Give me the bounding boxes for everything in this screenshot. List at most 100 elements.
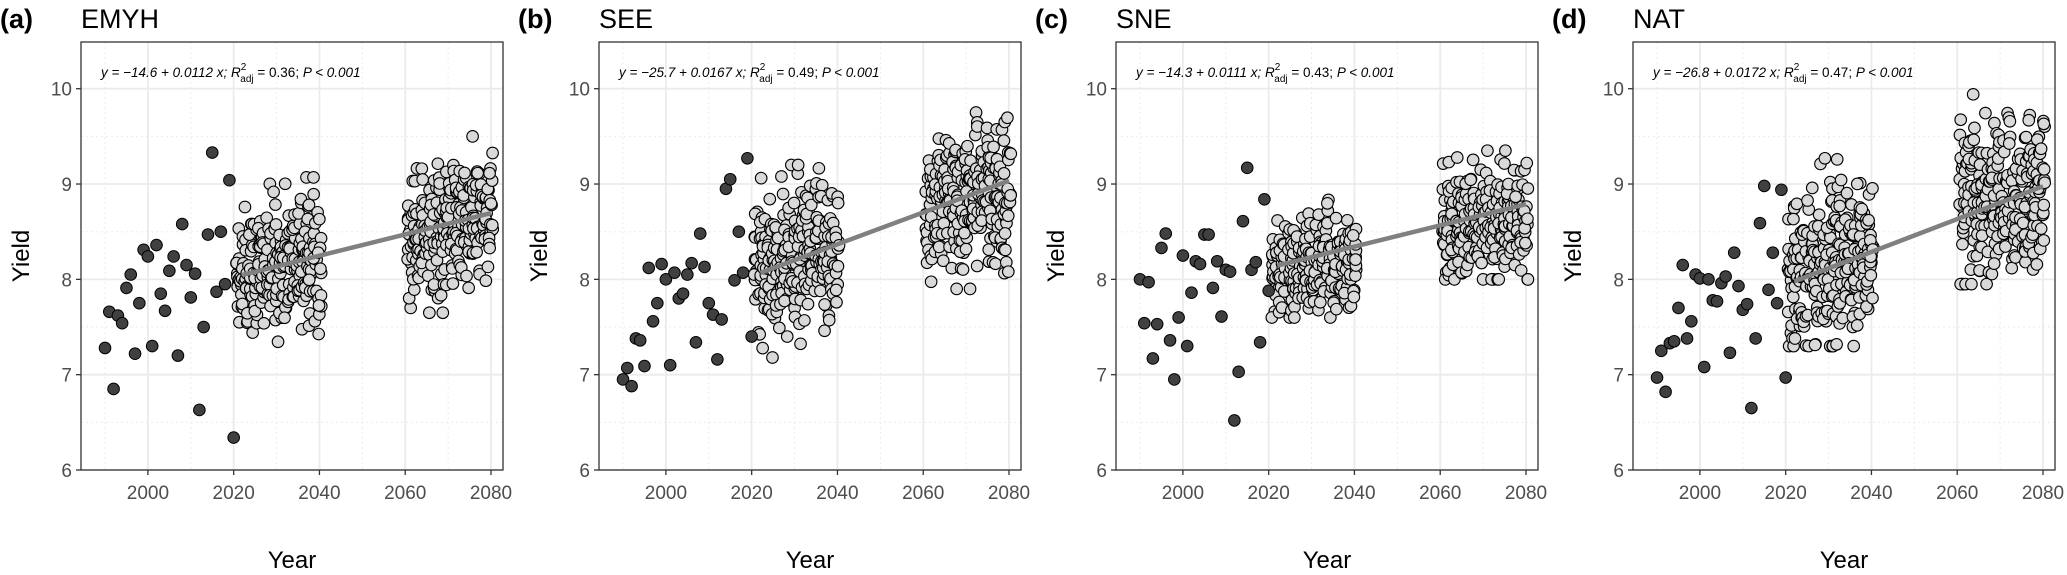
r-squared-value: = 0.49;: [773, 65, 822, 80]
projected-point: [486, 146, 499, 160]
x-tick-label: 2080: [470, 483, 512, 504]
observed-point: [728, 274, 741, 287]
panel-label: (b): [518, 4, 552, 34]
projected-point: [1830, 153, 1844, 166]
observed-point: [1172, 311, 1185, 324]
observed-point: [715, 313, 728, 326]
projected-point: [1514, 264, 1528, 277]
grid: [1116, 42, 1538, 471]
observed-point: [1150, 317, 1164, 331]
panel-label: (d): [1552, 4, 1586, 34]
projected-point: [1988, 116, 2001, 130]
observed-point: [1732, 279, 1745, 293]
projected-point: [780, 330, 794, 343]
observed-point: [732, 225, 746, 238]
projected-point: [2022, 113, 2036, 127]
observed-point: [651, 296, 664, 310]
x-tick-label: 2080: [2022, 483, 2064, 504]
observed-point: [745, 330, 758, 343]
projected-point: [794, 337, 807, 351]
observed-point: [1262, 284, 1275, 298]
y-tick-label: 9: [1096, 175, 1107, 196]
projected-point: [434, 288, 448, 302]
observed-point: [1146, 352, 1160, 365]
x-tick-label: 2060: [1936, 483, 1978, 504]
projected-point: [307, 187, 320, 201]
y-axis-title: Yield: [1043, 230, 1070, 282]
projected-point: [314, 289, 328, 302]
p-value: P < 0.001: [1337, 65, 1395, 80]
observed-point: [668, 266, 681, 279]
y-tick-label: 10: [1086, 80, 1107, 101]
observed-point: [676, 287, 690, 300]
projected-point: [1498, 157, 1511, 170]
observed-point: [1667, 335, 1681, 348]
observed-point: [210, 285, 223, 299]
observed-point: [1138, 316, 1151, 330]
observed-point: [1749, 332, 1762, 345]
observed-point: [1142, 275, 1155, 289]
r-squared-symbol: R: [231, 65, 241, 80]
observed-point: [1168, 373, 1181, 386]
observed-point: [120, 281, 133, 295]
projected-point: [2034, 222, 2048, 236]
x-tick-label: 2060: [902, 483, 944, 504]
projected-point: [484, 197, 498, 210]
projected-point: [2003, 114, 2017, 128]
projected-point: [1788, 332, 1802, 345]
observed-point: [1685, 314, 1698, 328]
observed-point: [1762, 283, 1775, 297]
projected-point: [1518, 236, 1532, 250]
observed-point: [188, 267, 202, 280]
plot-frame: [80, 41, 504, 471]
r-squared-value: = 0.47;: [1807, 65, 1856, 80]
projected-point: [1001, 209, 1015, 223]
projected-point: [1985, 267, 1999, 281]
y-tick-label: 6: [1613, 461, 1624, 482]
observed-point: [1240, 161, 1254, 175]
r-squared-symbol: R: [1784, 65, 1794, 80]
observed-points: [98, 146, 240, 444]
projected-point: [818, 324, 831, 338]
projected-point: [1805, 181, 1819, 195]
observed-point: [633, 334, 647, 347]
x-tick-label: 2080: [1505, 483, 1547, 504]
projected-point: [997, 134, 1011, 147]
x-tick-label: 2020: [1765, 483, 1807, 504]
projected-point: [1520, 156, 1534, 170]
observed-point: [663, 358, 677, 372]
projected-point: [238, 200, 252, 214]
projected-point: [1847, 339, 1861, 353]
r-squared-superscript: 2: [1275, 62, 1281, 73]
observed-point: [1232, 365, 1245, 379]
observed-point: [175, 217, 189, 231]
observed-point: [1228, 414, 1241, 427]
observed-point: [1206, 281, 1220, 295]
projected-point: [1866, 291, 1879, 305]
projected-point: [278, 311, 291, 325]
y-tick-label: 6: [1096, 461, 1107, 482]
projected-point: [822, 313, 836, 327]
y-tick-label: 8: [1613, 270, 1624, 291]
y-tick-label: 6: [61, 461, 72, 482]
projected-point: [778, 294, 791, 308]
projected-point: [1787, 212, 1800, 226]
observed-point: [218, 277, 232, 291]
projected-point: [1818, 151, 1832, 165]
projected-point: [776, 187, 790, 201]
projected-point: [1346, 229, 1360, 242]
projected-point: [1466, 153, 1480, 167]
observed-point: [1215, 310, 1228, 323]
observed-point: [128, 347, 142, 361]
observed-point: [214, 225, 228, 238]
observed-point: [1766, 246, 1780, 259]
r-squared-superscript: 2: [760, 62, 766, 73]
panel-title: EMYH: [81, 4, 159, 34]
x-tick-label: 2000: [127, 483, 169, 504]
projected-point: [999, 243, 1012, 257]
y-tick-label: 8: [579, 270, 590, 291]
projected-point: [812, 161, 826, 175]
observed-point: [145, 339, 159, 353]
projected-point: [2037, 162, 2051, 176]
observed-point: [741, 151, 754, 165]
